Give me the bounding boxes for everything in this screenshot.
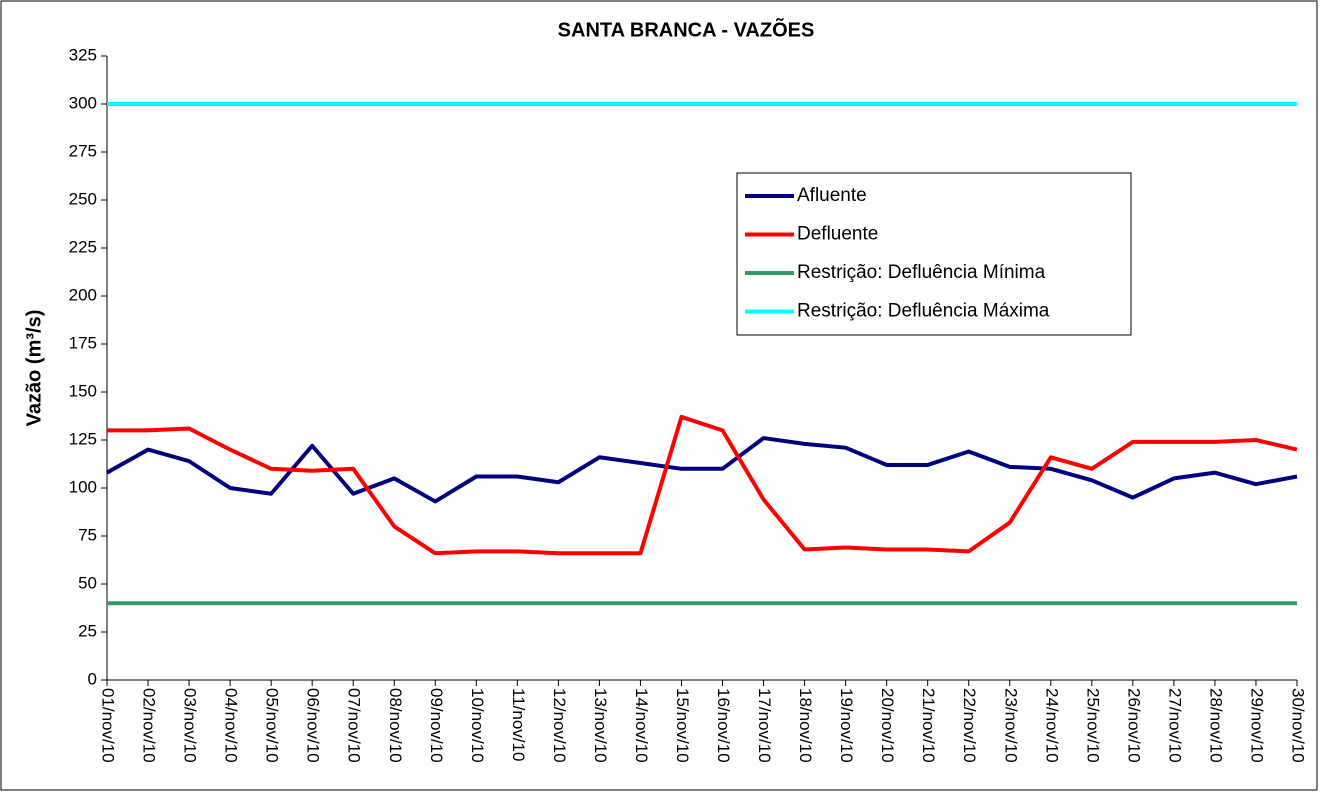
x-tick-label: 01/nov/10 xyxy=(99,688,118,763)
y-tick-label: 25 xyxy=(78,621,97,640)
x-tick-label: 30/nov/10 xyxy=(1289,688,1308,763)
x-tick-label: 07/nov/10 xyxy=(345,688,364,763)
y-tick-label: 275 xyxy=(69,141,97,160)
x-tick-label: 25/nov/10 xyxy=(1083,688,1102,763)
y-tick-label: 325 xyxy=(69,45,97,64)
series-line xyxy=(107,414,1298,556)
legend-label: Defluente xyxy=(797,224,878,245)
series-line xyxy=(106,436,1298,504)
legend-label: Afluente xyxy=(797,185,867,206)
x-tick-label: 08/nov/10 xyxy=(386,688,405,763)
x-tick-label: 04/nov/10 xyxy=(222,688,241,763)
legend-label: Restrição: Defluência Máxima xyxy=(797,301,1050,322)
y-tick-label: 75 xyxy=(78,525,97,544)
y-tick-label: 0 xyxy=(88,669,97,688)
x-tick-label: 14/nov/10 xyxy=(632,688,651,763)
x-tick-label: 03/nov/10 xyxy=(181,688,200,763)
x-tick-label: 05/nov/10 xyxy=(263,688,282,763)
y-tick-label: 175 xyxy=(69,333,97,352)
y-tick-label: 150 xyxy=(69,381,97,400)
legend-label: Restrição: Defluência Mínima xyxy=(797,262,1046,283)
x-tick-label: 19/nov/10 xyxy=(837,688,856,763)
x-tick-label: 23/nov/10 xyxy=(1001,688,1020,763)
x-tick-label: 11/nov/10 xyxy=(509,688,528,761)
chart-title: SANTA BRANCA - VAZÕES xyxy=(558,17,815,41)
y-tick-label: 100 xyxy=(69,477,97,496)
x-tick-label: 28/nov/10 xyxy=(1206,688,1225,763)
y-tick-label: 225 xyxy=(69,237,97,256)
y-tick-label: 125 xyxy=(69,429,97,448)
x-tick-label: 20/nov/10 xyxy=(878,688,897,763)
x-tick-label: 02/nov/10 xyxy=(140,688,159,763)
y-tick-label: 200 xyxy=(69,285,97,304)
x-tick-label: 10/nov/10 xyxy=(468,688,487,763)
x-tick-label: 26/nov/10 xyxy=(1124,688,1143,763)
x-tick-label: 13/nov/10 xyxy=(591,688,610,763)
x-tick-label: 29/nov/10 xyxy=(1247,688,1266,763)
legend-box xyxy=(736,172,1132,336)
y-tick-label: 50 xyxy=(78,573,97,592)
x-tick-label: 15/nov/10 xyxy=(673,688,692,763)
y-tick-label: 300 xyxy=(69,93,97,112)
x-tick-label: 12/nov/10 xyxy=(550,688,569,763)
x-tick-label: 18/nov/10 xyxy=(796,688,815,763)
y-axis-label: Vazão (m³/s) xyxy=(23,310,45,427)
x-tick-label: 17/nov/10 xyxy=(755,688,774,763)
x-tick-label: 22/nov/10 xyxy=(960,688,979,763)
x-tick-label: 27/nov/10 xyxy=(1165,688,1184,763)
x-tick-label: 06/nov/10 xyxy=(304,688,323,763)
x-tick-label: 21/nov/10 xyxy=(919,688,938,763)
x-tick-label: 16/nov/10 xyxy=(714,688,733,763)
x-tick-label: 09/nov/10 xyxy=(427,688,446,763)
y-tick-label: 250 xyxy=(69,189,97,208)
x-tick-label: 24/nov/10 xyxy=(1042,688,1061,763)
